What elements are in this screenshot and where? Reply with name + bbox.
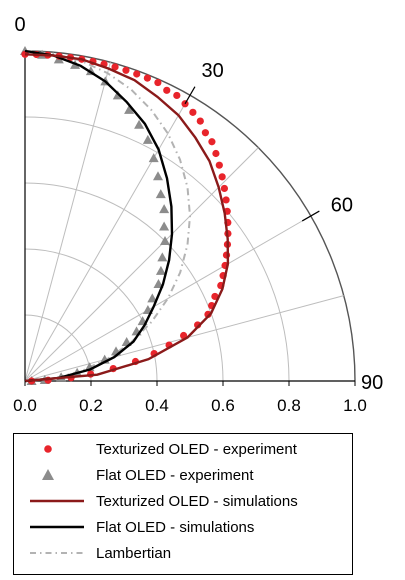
data-point-triangle	[155, 189, 166, 199]
data-point-triangle	[155, 265, 166, 275]
legend: Texturized OLED - experiment Flat OLED -…	[13, 433, 353, 575]
legend-swatch-black-line	[30, 525, 84, 529]
series-line-2	[24, 53, 230, 383]
data-point-triangle	[134, 119, 145, 129]
data-point-triangle	[153, 171, 164, 181]
legend-label: Flat OLED - experiment	[96, 467, 254, 484]
angle-tick-mark	[301, 210, 320, 222]
legend-label: Flat OLED - simulations	[96, 519, 255, 536]
data-point-circle	[208, 138, 216, 146]
data-point-triangle	[159, 204, 170, 214]
data-point-triangle	[148, 153, 159, 163]
legend-swatch-red-circle	[44, 445, 52, 453]
grid-spoke	[24, 62, 111, 382]
radial-tick-label: 0.6	[211, 396, 235, 415]
data-point-triangle	[153, 279, 164, 289]
grid-spoke	[24, 215, 312, 382]
angle-tick-label: 90	[361, 372, 383, 394]
legend-entry-flat-experiment: Flat OLED - experiment	[14, 464, 352, 487]
radial-tick-label: 0.4	[145, 396, 169, 415]
data-point-circle	[143, 74, 151, 82]
data-point-triangle	[160, 235, 171, 245]
radial-tick-label: 1.0	[343, 396, 367, 415]
data-point-circle	[111, 63, 119, 71]
data-point-circle	[215, 161, 223, 169]
legend-label: Lambertian	[96, 545, 172, 562]
series-line-4	[24, 50, 192, 382]
legend-swatch-darkred-line	[30, 499, 84, 503]
data-point-circle	[154, 78, 162, 87]
legend-entry-lambertian: Lambertian	[14, 542, 352, 565]
grid-spoke	[24, 94, 191, 382]
axis-labels: 0.0 0.2 0.4 0.6 0.8 1.0 0 30 60 90	[13, 14, 383, 415]
series-layer	[20, 46, 232, 385]
legend-entry-texturized-experiment: Texturized OLED - experiment	[14, 438, 352, 461]
data-point-circle	[181, 100, 189, 108]
data-point-triangle	[147, 293, 158, 303]
data-point-triangle	[159, 221, 170, 231]
data-point-triangle	[124, 104, 135, 114]
radial-tick-label: 0.0	[13, 396, 37, 415]
data-point-circle	[220, 184, 229, 193]
angle-tick-mark	[184, 86, 196, 105]
data-point-circle	[211, 292, 219, 301]
radial-tick-label: 0.2	[79, 396, 103, 415]
data-point-circle	[196, 117, 204, 125]
data-point-circle	[173, 91, 181, 100]
angle-tick-label: 60	[331, 194, 353, 216]
data-point-triangle	[142, 134, 153, 144]
polar-grid	[24, 50, 356, 382]
data-point-circle	[133, 70, 141, 78]
legend-entry-texturized-simulations: Texturized OLED - simulations	[14, 490, 352, 513]
radial-tick-label: 0.8	[277, 396, 301, 415]
data-point-circle	[163, 86, 171, 94]
data-point-circle	[212, 149, 220, 158]
data-point-circle	[122, 66, 130, 74]
polar-chart: 0.0 0.2 0.4 0.6 0.8 1.0 0 30 60 90	[13, 14, 383, 415]
angle-tick-label: 0	[14, 14, 25, 36]
legend-swatch-gray-triangle	[42, 469, 54, 480]
legend-swatch-gray-dashdot	[30, 552, 84, 554]
legend-label: Texturized OLED - experiment	[96, 441, 297, 458]
data-point-triangle	[157, 252, 168, 262]
data-point-circle	[222, 196, 230, 204]
series-line-3	[24, 49, 174, 383]
data-point-circle	[218, 173, 226, 181]
legend-label: Texturized OLED - simulations	[96, 493, 298, 510]
data-point-circle	[189, 108, 197, 116]
data-point-circle	[201, 129, 209, 137]
legend-entry-flat-simulations: Flat OLED - simulations	[14, 516, 352, 539]
angle-tick-label: 30	[202, 60, 224, 82]
